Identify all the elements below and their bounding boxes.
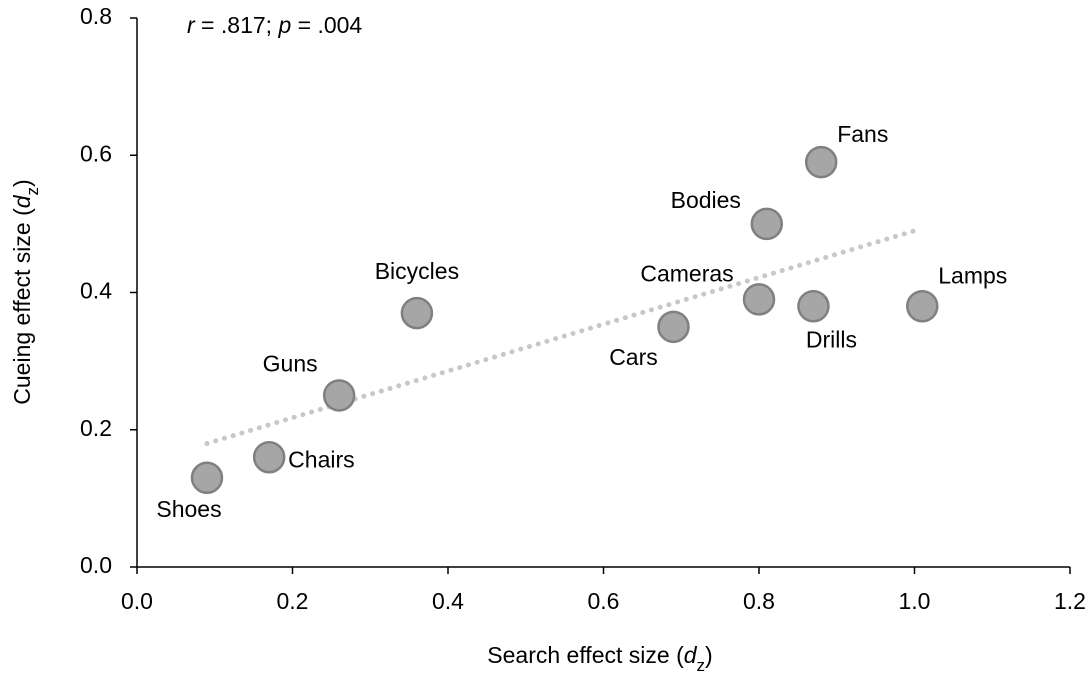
point-label: Bodies [671,187,741,213]
y-tick-label: 0.4 [80,278,112,304]
y-tick-label: 0.2 [80,415,112,441]
point [322,379,356,412]
point-label: Bicycles [375,258,459,284]
y-axis-label-part: d [9,194,35,208]
x-axis-label-part: Search effect size ( [487,642,684,668]
annotation: r = .817; p = .004 [187,12,362,38]
y-axis-label: Cueing effect size (dz) [9,179,42,404]
point-label: Cars [609,344,658,370]
x-tick-label: 0.0 [121,588,153,614]
y-axis-label-part: ) [9,179,35,187]
point-label: Drills [806,326,857,352]
point [400,296,434,330]
point [804,145,838,179]
y-tick-label: 0.0 [80,552,112,578]
x-axis-label-part: d [684,642,698,668]
annotation-part: = .004 [291,12,362,38]
x-tick-label: 0.8 [743,588,775,614]
x-tick-label: 0.4 [432,588,464,614]
x-tick-label: 0.6 [588,588,620,614]
point-label: Lamps [938,262,1007,288]
point-label: Shoes [156,496,221,522]
y-axis-label-part: z [23,187,42,196]
point-label: Chairs [288,446,354,472]
annotation-part: = .817; [195,12,279,38]
annotation-part: p [277,12,291,38]
point [742,283,776,316]
x-axis-label-part: z [697,656,706,675]
x-tick-label: 0.2 [277,588,309,614]
y-axis-label-part: Cueing effect size ( [9,208,35,405]
point [252,440,286,474]
x-tick-label: 1.2 [1054,588,1086,614]
x-axis-label: Search effect size (dz) [487,642,712,675]
x-axis-label-part: ) [705,642,713,668]
point-label: Fans [837,121,888,147]
point [750,207,784,241]
annotation-part: r [187,12,196,38]
y-tick-label: 0.8 [80,3,112,29]
point-label: Cameras [640,260,733,286]
x-tick-label: 1.0 [899,588,931,614]
point [657,310,690,344]
point [797,289,830,323]
point [906,289,939,323]
point-label: Guns [263,351,318,377]
point [190,461,224,495]
y-tick-label: 0.6 [80,140,112,166]
